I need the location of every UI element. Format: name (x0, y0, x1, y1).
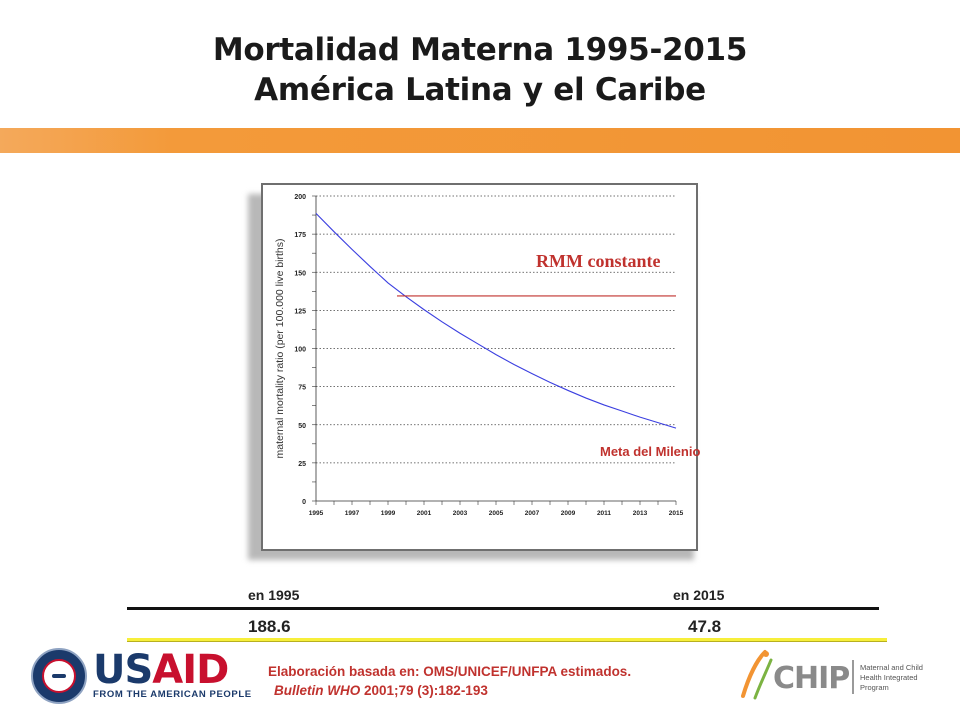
y-tick-label: 150 (294, 270, 306, 277)
title-line-1: Mortalidad Materna 1995-2015 (212, 32, 748, 68)
y-tick-label: 75 (298, 385, 306, 392)
year-start-label: en 1995 (248, 587, 300, 603)
chip-separator (852, 660, 854, 694)
x-tick-label: 1995 (309, 510, 324, 517)
y-tick-label: 50 (298, 423, 306, 430)
x-tick-label: 2007 (525, 510, 540, 517)
chip-figure-icon (741, 650, 773, 700)
x-tick-label: 2001 (417, 510, 432, 517)
value-start: 188.6 (248, 617, 291, 636)
x-tick-label: 1999 (381, 510, 396, 517)
x-tick-label: 2013 (633, 510, 648, 517)
chip-subtitle: Maternal and Child Health Integrated Pro… (860, 663, 923, 692)
y-tick-label: 175 (294, 232, 306, 239)
series-line (315, 212, 677, 429)
source-text: Elaboración basada en: OMS/UNICEF/UNFPA … (268, 664, 632, 679)
x-tick-label: 2009 (561, 510, 576, 517)
slide-title: Mortalidad Materna 1995-2015 América Lat… (0, 30, 960, 110)
y-axis-label: maternal mortality ratio (per 100.000 li… (274, 238, 286, 458)
orange-banner (0, 128, 960, 153)
rmm-constante-label: RMM constante (536, 251, 661, 271)
y-tick-label: 25 (298, 461, 306, 468)
chart-frame (261, 183, 698, 551)
x-tick-label: 2003 (453, 510, 468, 517)
handshake-icon (52, 674, 66, 678)
y-tick-label: 100 (294, 347, 306, 354)
citation-detail: 2001;79 (3):182-193 (360, 683, 488, 698)
x-tick-label: 2005 (489, 510, 504, 517)
chip-logo-text: CHIP (773, 661, 850, 696)
y-tick-label: 0 (302, 499, 306, 506)
usaid-seal-icon (31, 648, 87, 704)
journal-name: Bulletin WHO (274, 683, 361, 698)
usaid-logo: USAID (93, 647, 229, 693)
y-tick-label: 200 (294, 194, 306, 201)
x-tick-label: 1997 (345, 510, 360, 517)
meta-milenio-label: Meta del Milenio (600, 444, 701, 459)
summary-rule-top (127, 607, 879, 610)
usaid-us: US (93, 647, 153, 693)
source-citation: Bulletin WHO 2001;79 (3):182-193 (274, 683, 488, 698)
value-end: 47.8 (688, 617, 722, 636)
seal-inner (42, 659, 76, 693)
x-tick-label: 2015 (669, 510, 684, 517)
y-tick-label: 125 (294, 308, 306, 315)
mortality-chart: 0 25 50 75 100 125 150 175 200 1995 1997 1999 2001 20… (274, 194, 684, 517)
year-end-label: en 2015 (673, 587, 725, 603)
usaid-tagline: FROM THE AMERICAN PEOPLE (93, 689, 252, 700)
usaid-aid: AID (152, 647, 229, 693)
summary-rule-bottom (127, 638, 887, 642)
x-tick-label: 2011 (597, 510, 611, 517)
title-line-2: América Latina y el Caribe (254, 72, 706, 108)
